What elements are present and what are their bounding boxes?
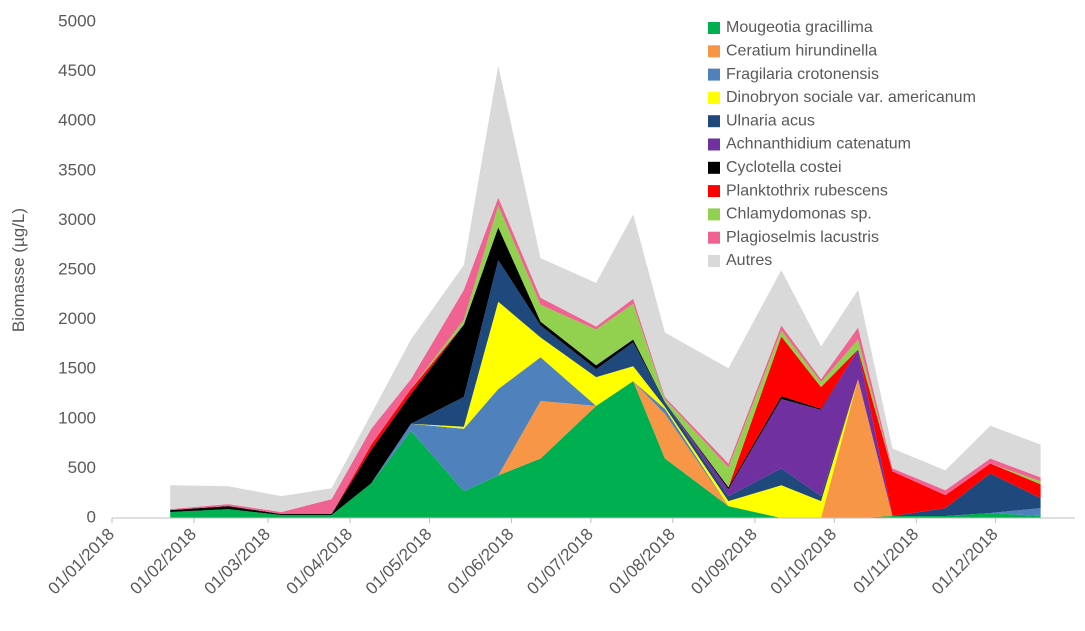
y-tick-label: 500 [68,458,96,477]
legend-swatch [708,185,720,198]
area [170,381,1041,518]
y-axis-label: Biomasse (µg/L) [9,208,28,332]
y-tick-label: 2000 [58,309,96,328]
x-tick-label: 01/03/2018 [200,525,274,599]
legend-swatch [708,22,720,34]
x-tick-label: 01/08/2018 [605,525,679,599]
plot-area [170,65,1041,518]
legend-label: Plagioselmis lacustris [726,229,879,246]
x-tick-label: 01/01/2018 [44,525,118,599]
legend-swatch [708,231,720,244]
legend-swatch [708,208,720,221]
legend-swatch [708,115,720,128]
legend-label: Mougeotia gracillima [726,19,873,36]
y-tick-label: 3000 [58,210,96,229]
area [170,227,1041,517]
area [170,379,1041,518]
y-tick-label: 4000 [58,111,96,130]
x-tick-label: 01/09/2018 [687,525,761,599]
x-tick-label: 01/12/2018 [928,525,1002,599]
y-tick-label: 3500 [58,160,96,179]
y-tick-label: 2500 [58,259,96,278]
legend-swatch [708,138,720,151]
y-tick-label: 4500 [58,61,96,80]
y-tick-label: 5000 [58,11,96,30]
area [170,65,1041,513]
legend-swatch [708,255,720,267]
x-tick-label: 01/04/2018 [282,525,356,599]
x-tick-label: 01/11/2018 [850,525,923,598]
legend-swatch [708,91,720,104]
legend-label: Autres [726,252,772,269]
legend-swatch [708,68,720,81]
y-tick-label: 1000 [58,408,96,427]
legend-label: Cyclotella costei [726,159,842,176]
x-tick-label: 01/06/2018 [444,525,518,599]
x-tick-label: 01/05/2018 [362,525,436,599]
legend-label: Dinobryon sociale var. americanum [726,89,976,106]
y-tick-label: 0 [87,507,96,526]
legend-label: Chlamydomonas sp. [726,206,872,223]
x-tick-label: 01/02/2018 [126,525,200,599]
legend-label: Ceratium hirundinella [726,43,877,60]
legend-swatch [708,45,720,58]
x-tick-label: 01/10/2018 [767,525,841,599]
area [170,260,1041,517]
legend-label: Ulnaria acus [726,112,815,129]
legend-label: Achnanthidium catenatum [726,136,911,153]
legend-swatch [708,161,720,174]
y-tick-label: 1500 [58,359,96,378]
x-tick-label: 01/07/2018 [523,525,597,599]
legend: Mougeotia gracillima Ceratium hirundinell… [708,19,976,269]
legend-label: Fragilaria crotonensis [726,66,879,83]
legend-label: Planktothrix rubescens [726,182,888,199]
